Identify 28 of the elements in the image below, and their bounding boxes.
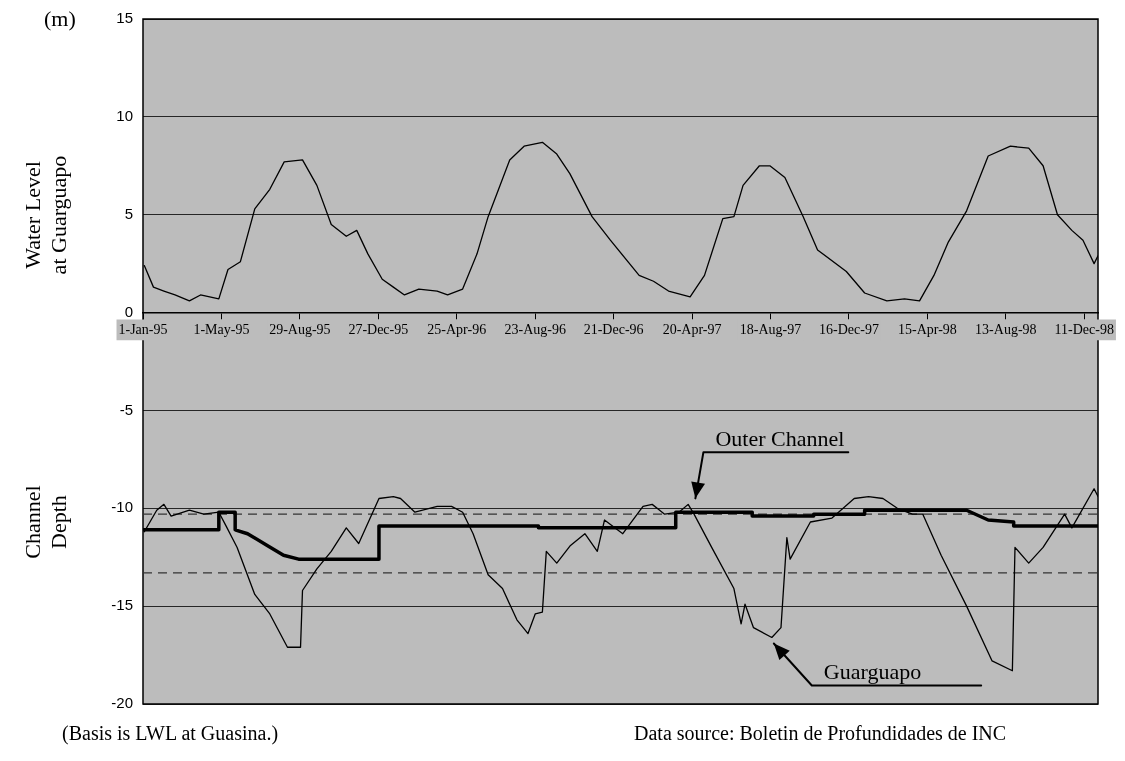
x-tick-label: 18-Aug-97 xyxy=(739,321,802,337)
y-tick-label: -15 xyxy=(111,596,133,614)
annotation: Outer Channel xyxy=(715,426,845,452)
y-tick-label: -5 xyxy=(119,400,133,418)
text: Channel Depth xyxy=(20,484,72,561)
x-tick-label: 1-Jan-95 xyxy=(118,321,168,337)
x-tick-label: 27-Dec-95 xyxy=(348,321,409,337)
y-tick-label: -20 xyxy=(111,694,133,712)
x-tick-label: 25-Apr-96 xyxy=(427,321,487,337)
y-tick-label: 0 xyxy=(124,302,133,320)
y-tick-label: 5 xyxy=(124,204,133,222)
x-tick-label: 16-Dec-97 xyxy=(819,321,879,337)
x-tick-label: 1-May-95 xyxy=(193,321,250,337)
x-tick-label: 21-Dec-96 xyxy=(583,321,644,337)
x-tick-label: 11-Dec-98 xyxy=(1054,321,1114,337)
x-tick-label: 23-Aug-96 xyxy=(504,321,566,337)
annotation: Guarguapo xyxy=(823,659,922,685)
source-note: Data source: Boletin de Profundidades de INC xyxy=(634,722,1007,745)
y-tick-label: 15 xyxy=(116,9,133,27)
text: (Basis is LWL at Guasina.) xyxy=(62,722,279,745)
y-tick-label: -10 xyxy=(111,498,133,516)
y-axis-title: (m) xyxy=(44,6,76,32)
x-tick-label: 13-Aug-98 xyxy=(975,321,1037,337)
y-tick-label: 10 xyxy=(116,107,133,124)
x-tick-label: 15-Apr-98 xyxy=(897,321,957,337)
text: Water Level at Guarguapo xyxy=(20,155,72,275)
x-tick-label: 20-Apr-97 xyxy=(662,321,722,337)
x-tick-label: 29-Aug-95 xyxy=(269,321,331,337)
